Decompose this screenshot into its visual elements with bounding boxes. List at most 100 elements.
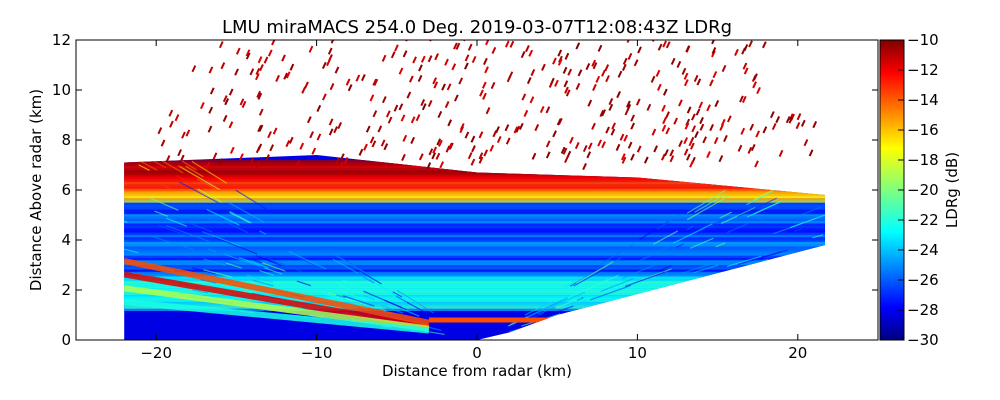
echo-mark [504, 40, 510, 48]
echo-mark [548, 80, 554, 88]
radial-streak [600, 243, 634, 265]
echo-mark [337, 122, 342, 130]
x-axis-label: Distance from radar (km) [382, 362, 572, 380]
echo-mark [257, 125, 262, 133]
echo-mark [661, 104, 666, 112]
radial-streak [246, 274, 274, 283]
colorbar-tick-label: −24 [907, 241, 939, 259]
echo-mark [322, 93, 327, 101]
echo-mark [218, 158, 224, 166]
echo-mark [691, 113, 696, 121]
echo-mark [812, 121, 818, 129]
echo-mark [304, 81, 309, 89]
radial-streak [693, 264, 719, 274]
echo-mark [526, 77, 532, 85]
echo-mark [601, 109, 607, 117]
echo-mark [617, 70, 623, 78]
echo-mark [267, 131, 272, 139]
echo-mark [706, 104, 711, 112]
echo-mark [575, 42, 581, 50]
echo-mark [333, 126, 338, 134]
echo-mark [709, 124, 714, 132]
radial-streak [252, 279, 274, 287]
echo-mark [665, 41, 671, 49]
echo-mark [582, 163, 587, 171]
echo-mark [363, 143, 368, 151]
echo-mark [651, 128, 657, 136]
echo-mark [185, 129, 191, 137]
radial-streak [361, 271, 382, 285]
echo-mark [528, 49, 534, 57]
echo-mark [587, 99, 593, 107]
echo-mark [311, 147, 317, 155]
clutter-ray [124, 258, 430, 326]
echo-mark [482, 92, 487, 100]
radial-streak [327, 292, 367, 306]
radial-streak [203, 269, 232, 278]
x-axis: −20 −10 0 10 20 [140, 40, 807, 362]
echo-mark [157, 127, 163, 135]
radial-streak [223, 259, 240, 266]
echo-mark [622, 57, 628, 65]
radial-streak [582, 274, 619, 292]
echo-mark [491, 46, 497, 54]
echo-mark [358, 148, 364, 156]
echo-mark [458, 77, 464, 85]
echo-mark [258, 124, 264, 132]
echo-mark [630, 122, 635, 130]
echo-mark [415, 114, 421, 122]
x-tick-label: −20 [140, 344, 172, 362]
echo-mark [316, 104, 322, 112]
colorbar-tick-label: −22 [907, 211, 939, 229]
radial-streak [204, 283, 244, 293]
radial-streak [200, 278, 217, 284]
echo-mark [601, 69, 606, 77]
echo-mark [803, 139, 809, 147]
echo-mark [471, 145, 476, 153]
echo-mark [749, 123, 755, 131]
echo-mark [299, 142, 305, 150]
echo-mark [255, 160, 261, 168]
radial-streak [793, 228, 803, 232]
radial-streak [689, 237, 714, 249]
echo-mark [737, 144, 743, 152]
radial-streak [672, 223, 713, 244]
echo-mark [385, 110, 391, 118]
echo-mark [239, 98, 245, 106]
ldr-field [124, 40, 826, 340]
echo-mark [616, 91, 621, 99]
melting-layer [428, 317, 558, 323]
echo-mark [565, 89, 571, 97]
echo-mark [207, 125, 213, 133]
y-tick-label: 10 [52, 81, 71, 99]
colorbar-label: LDRg (dB) [943, 152, 961, 228]
echo-mark [752, 81, 757, 89]
echo-mark [464, 62, 469, 70]
echo-mark [208, 106, 214, 114]
echo-mark [619, 133, 625, 141]
radial-streak [564, 280, 576, 288]
radial-streak [177, 165, 198, 178]
echo-mark [212, 152, 218, 160]
echo-mark [567, 68, 573, 76]
radial-streak [158, 182, 171, 190]
radial-streak [715, 242, 726, 248]
echo-mark [398, 67, 404, 75]
radial-streak [392, 291, 403, 298]
radial-streak [166, 217, 187, 227]
echo-mark [345, 78, 351, 86]
echo-mark [771, 122, 777, 131]
echo-mark [808, 149, 814, 157]
echo-mark [365, 125, 371, 133]
echo-mark [686, 153, 691, 161]
y-tick-label: 6 [61, 181, 71, 199]
radial-streak [332, 258, 358, 274]
echo-mark [665, 111, 670, 119]
echo-mark [678, 99, 683, 107]
radial-streak [341, 279, 355, 286]
colorbar-tick-label: −16 [907, 121, 939, 139]
radial-streak [524, 302, 549, 316]
echo-mark [562, 66, 568, 74]
colorbar-tick-label: −18 [907, 151, 939, 169]
